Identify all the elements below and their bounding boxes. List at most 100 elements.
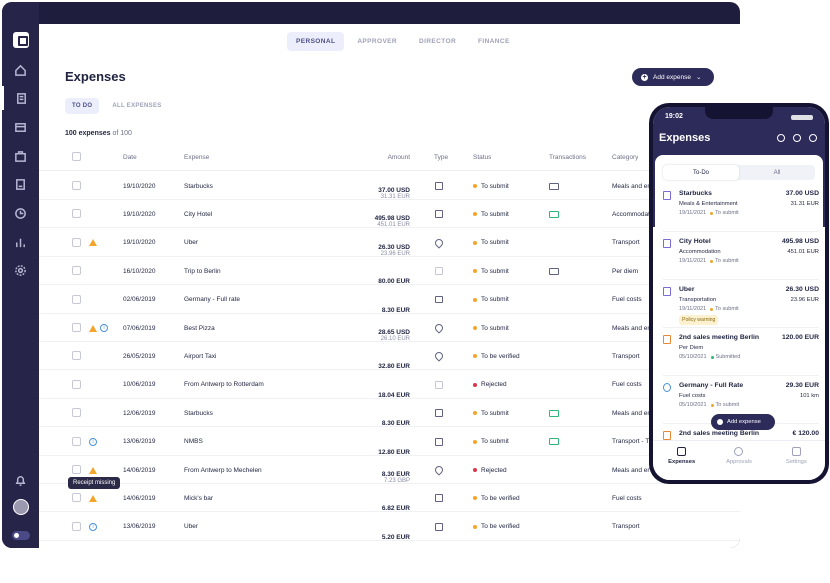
expense-type-icon <box>435 322 443 334</box>
header-type[interactable]: Type <box>434 153 449 161</box>
header-status[interactable]: Status <box>473 153 492 161</box>
row-checkbox[interactable] <box>72 209 81 219</box>
row-checkbox[interactable] <box>72 351 81 361</box>
filter-icon[interactable] <box>809 134 817 142</box>
phone-item-amount-secondary: 23.96 EUR <box>790 297 819 303</box>
header-category[interactable]: Category <box>612 153 639 161</box>
row-checkbox[interactable] <box>72 521 81 531</box>
table-row[interactable]: 02/06/2019 Germany - Full rate 8.30 EUR To … <box>39 286 740 314</box>
row-date: 10/06/2019 <box>123 381 156 389</box>
select-all-checkbox[interactable] <box>72 152 81 161</box>
info-icon[interactable]: i <box>100 324 108 332</box>
row-checkbox[interactable] <box>72 379 81 389</box>
avatar[interactable] <box>13 499 29 515</box>
row-status: Rejected <box>473 371 507 399</box>
table-row[interactable]: i 13/06/2019 NMBS 12.80 EUR To submit Transpo… <box>39 428 740 456</box>
row-checkbox[interactable] <box>72 323 81 332</box>
table-row[interactable]: 19/10/2020 Uber 26.30 USD 23.96 EUR To submi… <box>39 229 740 257</box>
transaction-card-icon[interactable] <box>549 438 559 446</box>
info-icon[interactable]: i <box>89 522 97 531</box>
phone-item-date: 19/11/2021 <box>679 258 707 264</box>
status-dot <box>473 411 477 416</box>
phone-item-date: 19/11/2021 <box>679 210 707 216</box>
warning-icon[interactable] <box>89 466 97 474</box>
header-amount[interactable]: Amount <box>387 153 410 161</box>
row-checkbox[interactable] <box>72 294 81 304</box>
phone-tab-todo[interactable]: To-Do <box>663 165 739 180</box>
expense-type-icon <box>435 464 443 476</box>
table-row[interactable]: 16/10/2020 Trip to Berlin 80.00 EUR To subm… <box>39 257 740 286</box>
table-row[interactable]: i 07/06/2019 Best Pizza 28.65 USD 26.10 EUR T… <box>39 314 740 342</box>
phone-list-item[interactable]: 2nd sales meeting Berlin Per Diem 05/10/20… <box>663 332 819 376</box>
table-row[interactable]: 10/06/2019 From Antwerp to Rotterdam 18.04… <box>39 371 740 399</box>
table-row[interactable]: 19/10/2020 City Hotel 495.98 USD 451.01 EUR… <box>39 200 740 229</box>
phone-item-name: 2nd sales meeting Berlin <box>679 430 760 437</box>
phone-tab-all[interactable]: All <box>773 169 781 176</box>
header-expense[interactable]: Expense <box>184 153 210 161</box>
warning-icon[interactable] <box>89 239 97 247</box>
chart-icon[interactable] <box>2 230 39 254</box>
row-checkbox[interactable] <box>72 266 81 276</box>
status-dot <box>473 297 477 302</box>
tab-director[interactable]: DIRECTOR <box>419 38 457 45</box>
phone-list-item[interactable]: Starbucks Meals & Entertainment 19/11/2021… <box>663 188 819 232</box>
row-transactions <box>549 428 559 456</box>
row-type <box>435 314 443 342</box>
row-amount-primary: 8.30 EUR <box>381 471 410 478</box>
info-icon[interactable]: i <box>89 437 97 446</box>
camera-icon[interactable] <box>777 134 785 142</box>
sidebar-toggle[interactable] <box>12 531 30 540</box>
row-checkbox[interactable] <box>72 493 81 503</box>
row-status-label: To submit <box>481 296 509 304</box>
briefcase-icon[interactable] <box>2 144 39 168</box>
transaction-card-icon[interactable] <box>549 182 559 190</box>
table-row[interactable]: 19/10/2020 Starbucks 37.00 USD 31.31 EUR To … <box>39 172 740 200</box>
phone-item-meta: 19/11/2021 To submit <box>679 258 739 264</box>
card-icon[interactable] <box>2 115 39 139</box>
tab-finance[interactable]: FINANCE <box>478 38 510 45</box>
transaction-card-icon[interactable] <box>549 210 559 218</box>
warning-icon[interactable] <box>89 494 97 502</box>
row-checkbox[interactable] <box>72 465 81 474</box>
add-expense-button[interactable]: + Add expense ⌄ <box>632 68 714 86</box>
row-status-label: To be verified <box>481 494 520 502</box>
warning-icon[interactable] <box>89 324 97 332</box>
header-transactions[interactable]: Transactions <box>549 153 586 161</box>
transaction-card-icon[interactable] <box>549 409 559 417</box>
clock-icon[interactable] <box>2 201 39 225</box>
phone-nav-expenses[interactable]: Expenses <box>653 441 710 480</box>
bell-icon[interactable] <box>2 468 39 492</box>
tab-personal[interactable]: PERSONAL <box>287 32 345 51</box>
phone-item-amount: 495.98 USD <box>781 238 819 245</box>
transaction-card-icon[interactable] <box>549 267 559 275</box>
phone-nav-approvals[interactable]: Approvals <box>710 441 767 480</box>
row-checkbox[interactable] <box>72 408 81 418</box>
home-icon[interactable] <box>2 58 39 82</box>
expense-type-icon <box>663 239 671 248</box>
phone-list-item[interactable]: Uber Transportation 19/11/2021 To submit Pol… <box>663 284 819 328</box>
row-status: To submit <box>473 428 509 456</box>
report-icon[interactable] <box>2 172 39 196</box>
header-date[interactable]: Date <box>123 153 137 161</box>
row-status-label: To submit <box>481 324 509 332</box>
expenses-icon[interactable] <box>2 86 39 110</box>
row-type <box>435 484 443 512</box>
tab-all-expenses[interactable]: ALL EXPENSES <box>112 103 162 109</box>
table-row[interactable]: i 13/06/2019 Uber 5.20 EUR To be verified Tra… <box>39 513 740 541</box>
row-checkbox[interactable] <box>72 436 81 446</box>
table-row[interactable]: 14/06/2019 Mick's bar 6.82 EUR To be verifi… <box>39 484 740 513</box>
phone-nav-settings[interactable]: Settings <box>768 441 825 480</box>
row-status-label: To submit <box>481 182 509 190</box>
phone-add-expense-button[interactable]: Add expense <box>711 414 775 430</box>
tab-to-do[interactable]: TO DO <box>65 98 100 114</box>
table-row[interactable]: 12/06/2019 Starbucks 8.30 EUR To submit Meal… <box>39 399 740 428</box>
row-checkbox[interactable] <box>72 237 81 247</box>
search-icon[interactable] <box>793 134 801 142</box>
table-row[interactable]: 14/06/2019 From Antwerp to Mechelen 8.30 E… <box>39 456 740 484</box>
row-status: To be verified <box>473 513 520 541</box>
row-checkbox[interactable] <box>72 181 81 190</box>
table-row[interactable]: 26/05/2019 Airport Taxi 32.80 EUR To be ver… <box>39 342 740 371</box>
tab-approver[interactable]: APPROVER <box>357 38 398 45</box>
phone-list-item[interactable]: City Hotel Accommodation 19/11/2021 To subm… <box>663 236 819 280</box>
gear-icon[interactable] <box>2 258 39 282</box>
